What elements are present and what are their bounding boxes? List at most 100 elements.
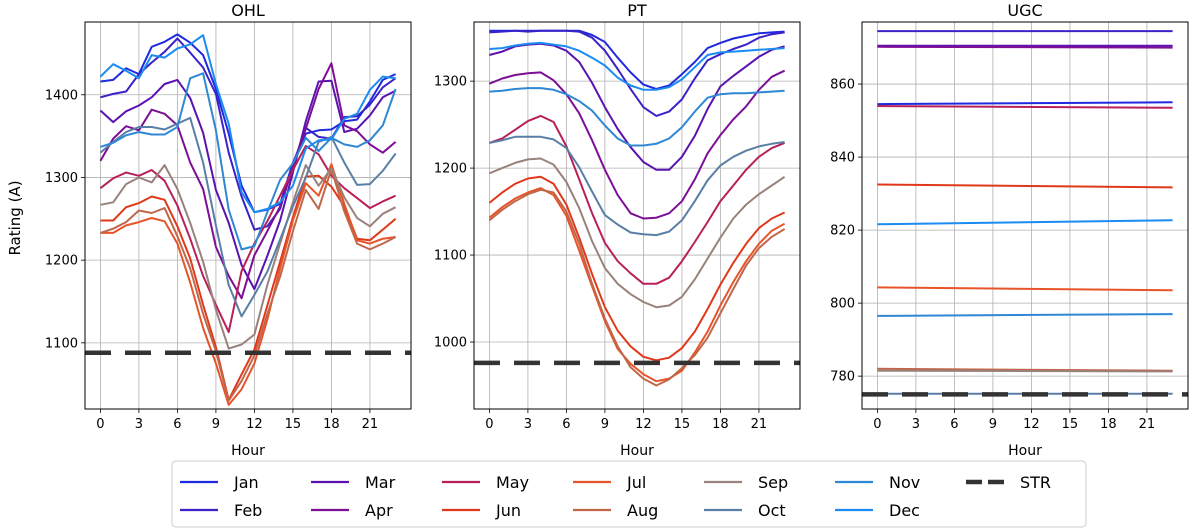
- series-line-dec: [99, 34, 396, 214]
- axes-frame: [84, 21, 412, 410]
- series-line-jun: [877, 183, 1173, 189]
- x-tick-label: 18: [712, 417, 729, 432]
- legend-item-str: STR: [966, 473, 1051, 492]
- y-tick-label: 860: [830, 78, 855, 93]
- x-tick-label: 9: [212, 417, 220, 432]
- legend-item-sep: Sep: [704, 473, 788, 492]
- x-tick-label: 9: [601, 417, 609, 432]
- panel-title: PT: [627, 1, 647, 20]
- y-tick-label: 1400: [45, 88, 78, 103]
- series-line-nov: [489, 87, 785, 147]
- series-line-aug: [100, 168, 397, 402]
- legend-label: Nov: [889, 473, 920, 492]
- panel-title: UGC: [1007, 1, 1042, 20]
- legend-label: Apr: [365, 501, 393, 520]
- series-line-may: [489, 114, 785, 285]
- x-axis-label: Hour: [620, 443, 654, 459]
- series-line-jul: [877, 286, 1173, 292]
- x-tick-label: 18: [1100, 417, 1117, 432]
- x-tick-label: 0: [96, 417, 104, 432]
- x-tick-label: 6: [173, 417, 181, 432]
- y-tick-label: 780: [830, 370, 855, 385]
- panel-ohl: 0 3 6 9 12 15 18 21 1100 1200 1300 1400 OHL Hour: [45, 1, 412, 459]
- y-tick-label: 840: [830, 151, 855, 166]
- series-line-nov: [877, 313, 1173, 317]
- series-line-jan: [489, 29, 785, 90]
- legend-item-aug: Aug: [573, 501, 658, 520]
- series-line-jul: [488, 187, 786, 383]
- legend-item-jul: Jul: [573, 473, 646, 492]
- x-tick-label: 0: [485, 417, 493, 432]
- series-line-apr: [99, 62, 397, 300]
- series-group: [862, 30, 1188, 397]
- series-line-may: [99, 145, 397, 334]
- x-tick-label: 6: [562, 417, 570, 432]
- legend-label: May: [496, 473, 529, 492]
- legend-label: Jul: [626, 473, 646, 492]
- x-tick-label: 18: [323, 417, 340, 432]
- x-tick-label: 0: [873, 417, 881, 432]
- x-tick-label: 9: [989, 417, 997, 432]
- x-tick-label: 12: [246, 417, 263, 432]
- y-axis-label: Rating (A): [6, 180, 24, 255]
- series-line-feb: [489, 29, 785, 117]
- legend-label: Aug: [627, 501, 658, 520]
- series-line-dec: [489, 41, 785, 91]
- y-tick-label: 1300: [45, 171, 78, 186]
- series-line-dec: [877, 219, 1173, 226]
- series-line-jan: [100, 33, 397, 214]
- series-line-sep: [877, 369, 1173, 373]
- legend-label: Sep: [758, 473, 788, 492]
- x-tick-label: 3: [135, 417, 143, 432]
- legend-label: Mar: [365, 473, 396, 492]
- series-line-mar: [489, 42, 785, 171]
- legend-label: Jun: [495, 501, 521, 520]
- series-line-sep: [489, 157, 786, 309]
- axes-frame: [473, 21, 801, 410]
- y-tick-label: 1300: [434, 75, 467, 90]
- x-tick-label: 3: [912, 417, 920, 432]
- series-line-oct: [489, 135, 785, 237]
- x-axis-label: Hour: [231, 443, 265, 459]
- x-tick-label: 12: [635, 417, 652, 432]
- series-line-jan: [877, 101, 1173, 106]
- x-tick-label: 15: [1062, 417, 1079, 432]
- legend-label: Feb: [234, 501, 262, 520]
- series-line-aug: [488, 188, 786, 387]
- x-tick-label: 15: [285, 417, 302, 432]
- legend-label: STR: [1020, 473, 1051, 492]
- x-tick-label: 21: [1139, 417, 1156, 432]
- x-tick-label: 3: [524, 417, 532, 432]
- series-group: [474, 29, 800, 387]
- legend-item-jan: Jan: [180, 473, 259, 492]
- axes-frame: [861, 21, 1189, 410]
- series-line-may: [877, 105, 1173, 109]
- series-line-apr: [489, 69, 786, 220]
- legend-item-nov: Nov: [835, 473, 920, 492]
- legend-item-apr: Apr: [311, 501, 393, 520]
- x-axis-label: Hour: [1008, 443, 1042, 459]
- x-tick-label: 12: [1023, 417, 1040, 432]
- y-tick-label: 1200: [45, 254, 78, 269]
- panel-ugc: 0 3 6 9 12 15 18 21 780 800 820 840 860 UGC Hour: [830, 1, 1189, 459]
- x-tick-label: 15: [674, 417, 691, 432]
- series-line-apr: [877, 45, 1173, 49]
- legend-item-oct: Oct: [704, 501, 786, 520]
- y-tick-label: 820: [830, 224, 855, 239]
- legend-item-may: May: [442, 473, 529, 492]
- legend-label: Dec: [889, 501, 920, 520]
- legend-item-dec: Dec: [835, 501, 920, 520]
- series-line-oct: [99, 116, 397, 318]
- legend-item-jun: Jun: [442, 501, 521, 520]
- legend-item-mar: Mar: [311, 473, 396, 492]
- series-line-nov: [100, 72, 397, 251]
- x-tick-label: 21: [362, 417, 379, 432]
- x-tick-label: 6: [950, 417, 958, 432]
- legend-label: Jan: [233, 473, 259, 492]
- x-tick-label: 21: [751, 417, 768, 432]
- panel-title: OHL: [231, 1, 265, 20]
- series-line-jun: [488, 175, 786, 362]
- legend-item-feb: Feb: [180, 501, 262, 520]
- panel-pt: 0 3 6 9 12 15 18 21 1000 1100 1200 1300 PT Hour: [434, 1, 801, 459]
